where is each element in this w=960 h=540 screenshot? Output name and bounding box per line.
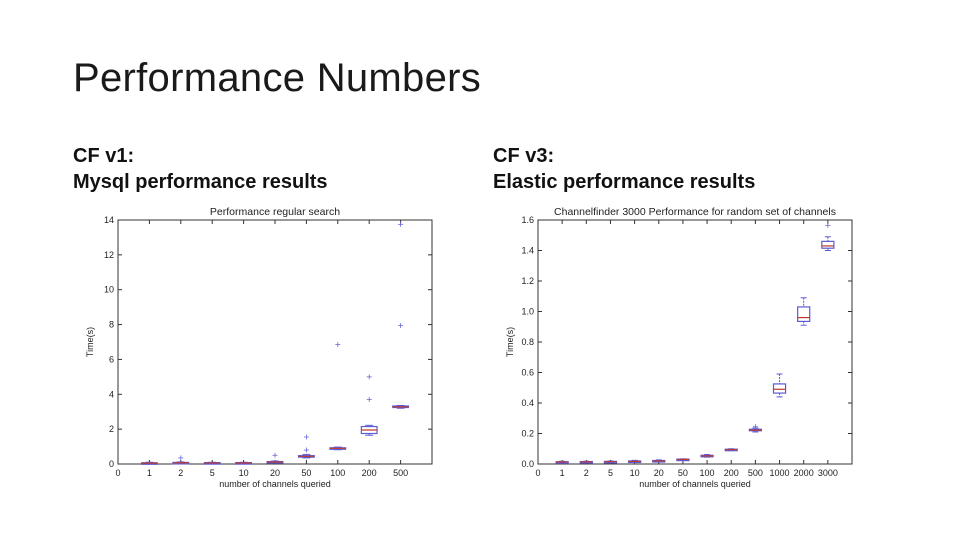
x-tick-label: 10 <box>630 468 640 478</box>
box-100 <box>329 342 347 451</box>
y-tick-label: 12 <box>104 250 114 260</box>
x-tick-label: 20 <box>654 468 664 478</box>
left-heading-version: CF v1: <box>73 145 135 167</box>
box-5 <box>603 460 618 464</box>
y-tick-label: 0.8 <box>521 337 534 347</box>
y-tick-label: 8 <box>109 320 114 330</box>
x-tick-label: 1 <box>147 468 152 478</box>
x-tick-label: 50 <box>301 468 311 478</box>
y-tick-label: 2 <box>109 424 114 434</box>
box-200 <box>360 374 378 436</box>
right-heading-description: Elastic performance results <box>493 171 756 193</box>
y-tick-label: 4 <box>109 389 114 399</box>
slide-title: Performance Numbers <box>73 56 482 100</box>
box-500 <box>748 424 763 433</box>
box-500 <box>392 221 410 409</box>
box-body <box>700 454 714 458</box>
chart-title: Channelfinder 3000 Performance for rando… <box>554 206 836 218</box>
plot-frame <box>117 219 433 465</box>
box-5 <box>203 461 221 465</box>
y-tick-label: 1.2 <box>521 276 534 286</box>
box-10 <box>235 461 253 465</box>
x-tick-label: 10 <box>239 468 249 478</box>
y-tick-label: 0.0 <box>521 459 534 469</box>
box-200 <box>724 448 738 452</box>
box-1 <box>140 461 158 465</box>
box-50 <box>297 434 315 459</box>
x-tick-label: 2 <box>178 468 183 478</box>
y-axis-title: Time(s) <box>85 327 95 357</box>
y-tick-label: 0 <box>109 459 114 469</box>
box-50 <box>676 458 690 462</box>
y-tick-label: 0.6 <box>521 368 534 378</box>
y-tick-label: 6 <box>109 354 114 364</box>
box-20 <box>652 459 666 463</box>
x-tick-label: 1000 <box>770 468 790 478</box>
x-tick-label: 20 <box>270 468 280 478</box>
box-body <box>772 383 787 394</box>
box-1000 <box>772 373 787 398</box>
chart-title: Performance regular search <box>210 206 340 218</box>
box-1 <box>555 460 569 464</box>
box-2000 <box>797 297 811 326</box>
x-tick-label: 100 <box>700 468 715 478</box>
y-axis-title: Time(s) <box>505 327 515 357</box>
x-tick-label-origin: 0 <box>535 468 540 478</box>
y-tick-label: 0.4 <box>521 398 534 408</box>
box-3000 <box>821 222 835 251</box>
x-tick-label: 50 <box>678 468 688 478</box>
y-tick-label: 0.2 <box>521 429 534 439</box>
box-2 <box>579 460 593 464</box>
x-axis-title: number of channels queried <box>219 479 331 489</box>
y-tick-label: 1.0 <box>521 307 534 317</box>
x-tick-label: 1 <box>560 468 565 478</box>
x-tick-label: 500 <box>748 468 763 478</box>
box-10 <box>627 459 642 464</box>
box-2 <box>172 455 190 465</box>
left-heading-description: Mysql performance results <box>73 171 328 193</box>
right-heading-version: CF v3: <box>493 145 555 167</box>
y-tick-label: 14 <box>104 215 114 225</box>
x-tick-label: 2 <box>584 468 589 478</box>
x-tick-label: 200 <box>724 468 739 478</box>
x-axis-title: number of channels queried <box>639 479 751 489</box>
box-100 <box>700 454 714 458</box>
x-tick-label-origin: 0 <box>115 468 120 478</box>
x-tick-label: 3000 <box>818 468 838 478</box>
x-tick-label: 2000 <box>794 468 814 478</box>
box-20 <box>266 452 284 464</box>
y-tick-label: 10 <box>104 285 114 295</box>
x-tick-label: 5 <box>608 468 613 478</box>
y-tick-label: 1.4 <box>521 246 534 256</box>
box-body <box>821 240 835 249</box>
x-tick-label: 200 <box>362 468 377 478</box>
x-tick-label: 5 <box>210 468 215 478</box>
right-heading: CF v3: Elastic performance results <box>493 143 755 195</box>
box-body <box>797 306 811 323</box>
elastic-performance-chart: Channelfinder 3000 Performance for rando… <box>505 206 853 489</box>
plot-frame <box>537 219 853 465</box>
left-heading: CF v1: Mysql performance results <box>73 143 328 195</box>
x-tick-label: 100 <box>330 468 345 478</box>
x-tick-label: 500 <box>393 468 408 478</box>
y-tick-label: 1.6 <box>521 215 534 225</box>
